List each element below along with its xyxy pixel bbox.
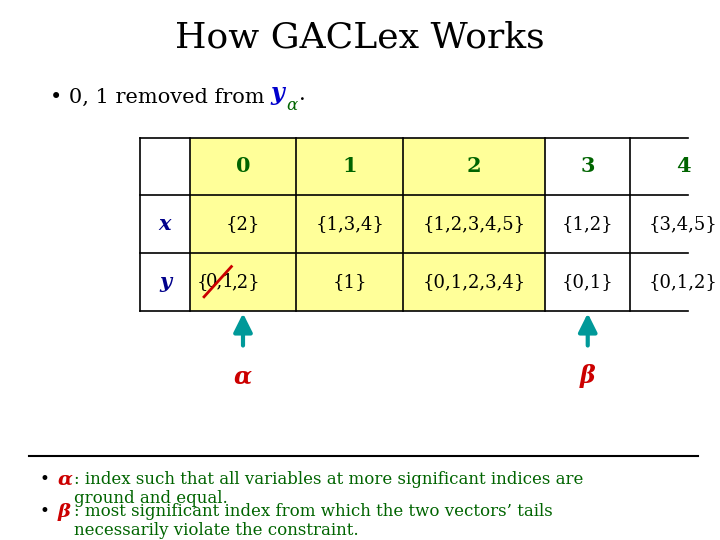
Text: : index such that all variables at more significant indices are: : index such that all variables at more … — [74, 471, 583, 488]
Text: ground and equal.: ground and equal. — [74, 490, 228, 507]
Text: •: • — [40, 471, 50, 488]
Text: α: α — [58, 471, 73, 489]
Text: 2: 2 — [467, 157, 482, 177]
Text: {2}: {2} — [226, 215, 260, 233]
Text: α: α — [287, 97, 298, 114]
Text: β: β — [580, 364, 595, 388]
Text: {3,4,5}: {3,4,5} — [649, 215, 718, 233]
Text: {1,2,3,4,5}: {1,2,3,4,5} — [423, 215, 526, 233]
Text: {1,2}: {1,2} — [562, 215, 613, 233]
Text: y: y — [271, 81, 284, 105]
Text: 1: 1 — [343, 157, 357, 177]
Text: 0: 0 — [235, 157, 251, 177]
Text: {1}: {1} — [333, 273, 367, 291]
Text: {: { — [197, 273, 208, 291]
Text: ,2}: ,2} — [231, 273, 260, 291]
Text: • 0, 1 removed from: • 0, 1 removed from — [50, 87, 271, 107]
Bar — [403, 195, 545, 253]
Bar — [403, 253, 545, 310]
Text: How GACLex Works: How GACLex Works — [175, 21, 545, 55]
Bar — [297, 195, 403, 253]
Bar — [297, 138, 403, 195]
Text: {0,1,2}: {0,1,2} — [649, 273, 718, 291]
Text: 0,1: 0,1 — [205, 273, 234, 291]
Bar — [189, 253, 297, 310]
Bar — [297, 253, 403, 310]
Text: necessarily violate the constraint.: necessarily violate the constraint. — [74, 522, 359, 539]
Text: •: • — [40, 503, 50, 520]
Text: β: β — [58, 503, 71, 521]
Bar — [189, 195, 297, 253]
Text: y: y — [159, 272, 171, 292]
Bar — [189, 138, 297, 195]
Text: x: x — [159, 214, 171, 234]
Text: : most significant index from which the two vectors’ tails: : most significant index from which the … — [74, 503, 553, 520]
Text: {0,1,2,3,4}: {0,1,2,3,4} — [423, 273, 526, 291]
Text: {1,3,4}: {1,3,4} — [315, 215, 384, 233]
Bar — [403, 138, 545, 195]
Text: .: . — [299, 85, 305, 104]
Text: 3: 3 — [580, 157, 595, 177]
Text: {0,1}: {0,1} — [562, 273, 613, 291]
Text: α: α — [234, 364, 252, 388]
Text: 4: 4 — [676, 157, 690, 177]
